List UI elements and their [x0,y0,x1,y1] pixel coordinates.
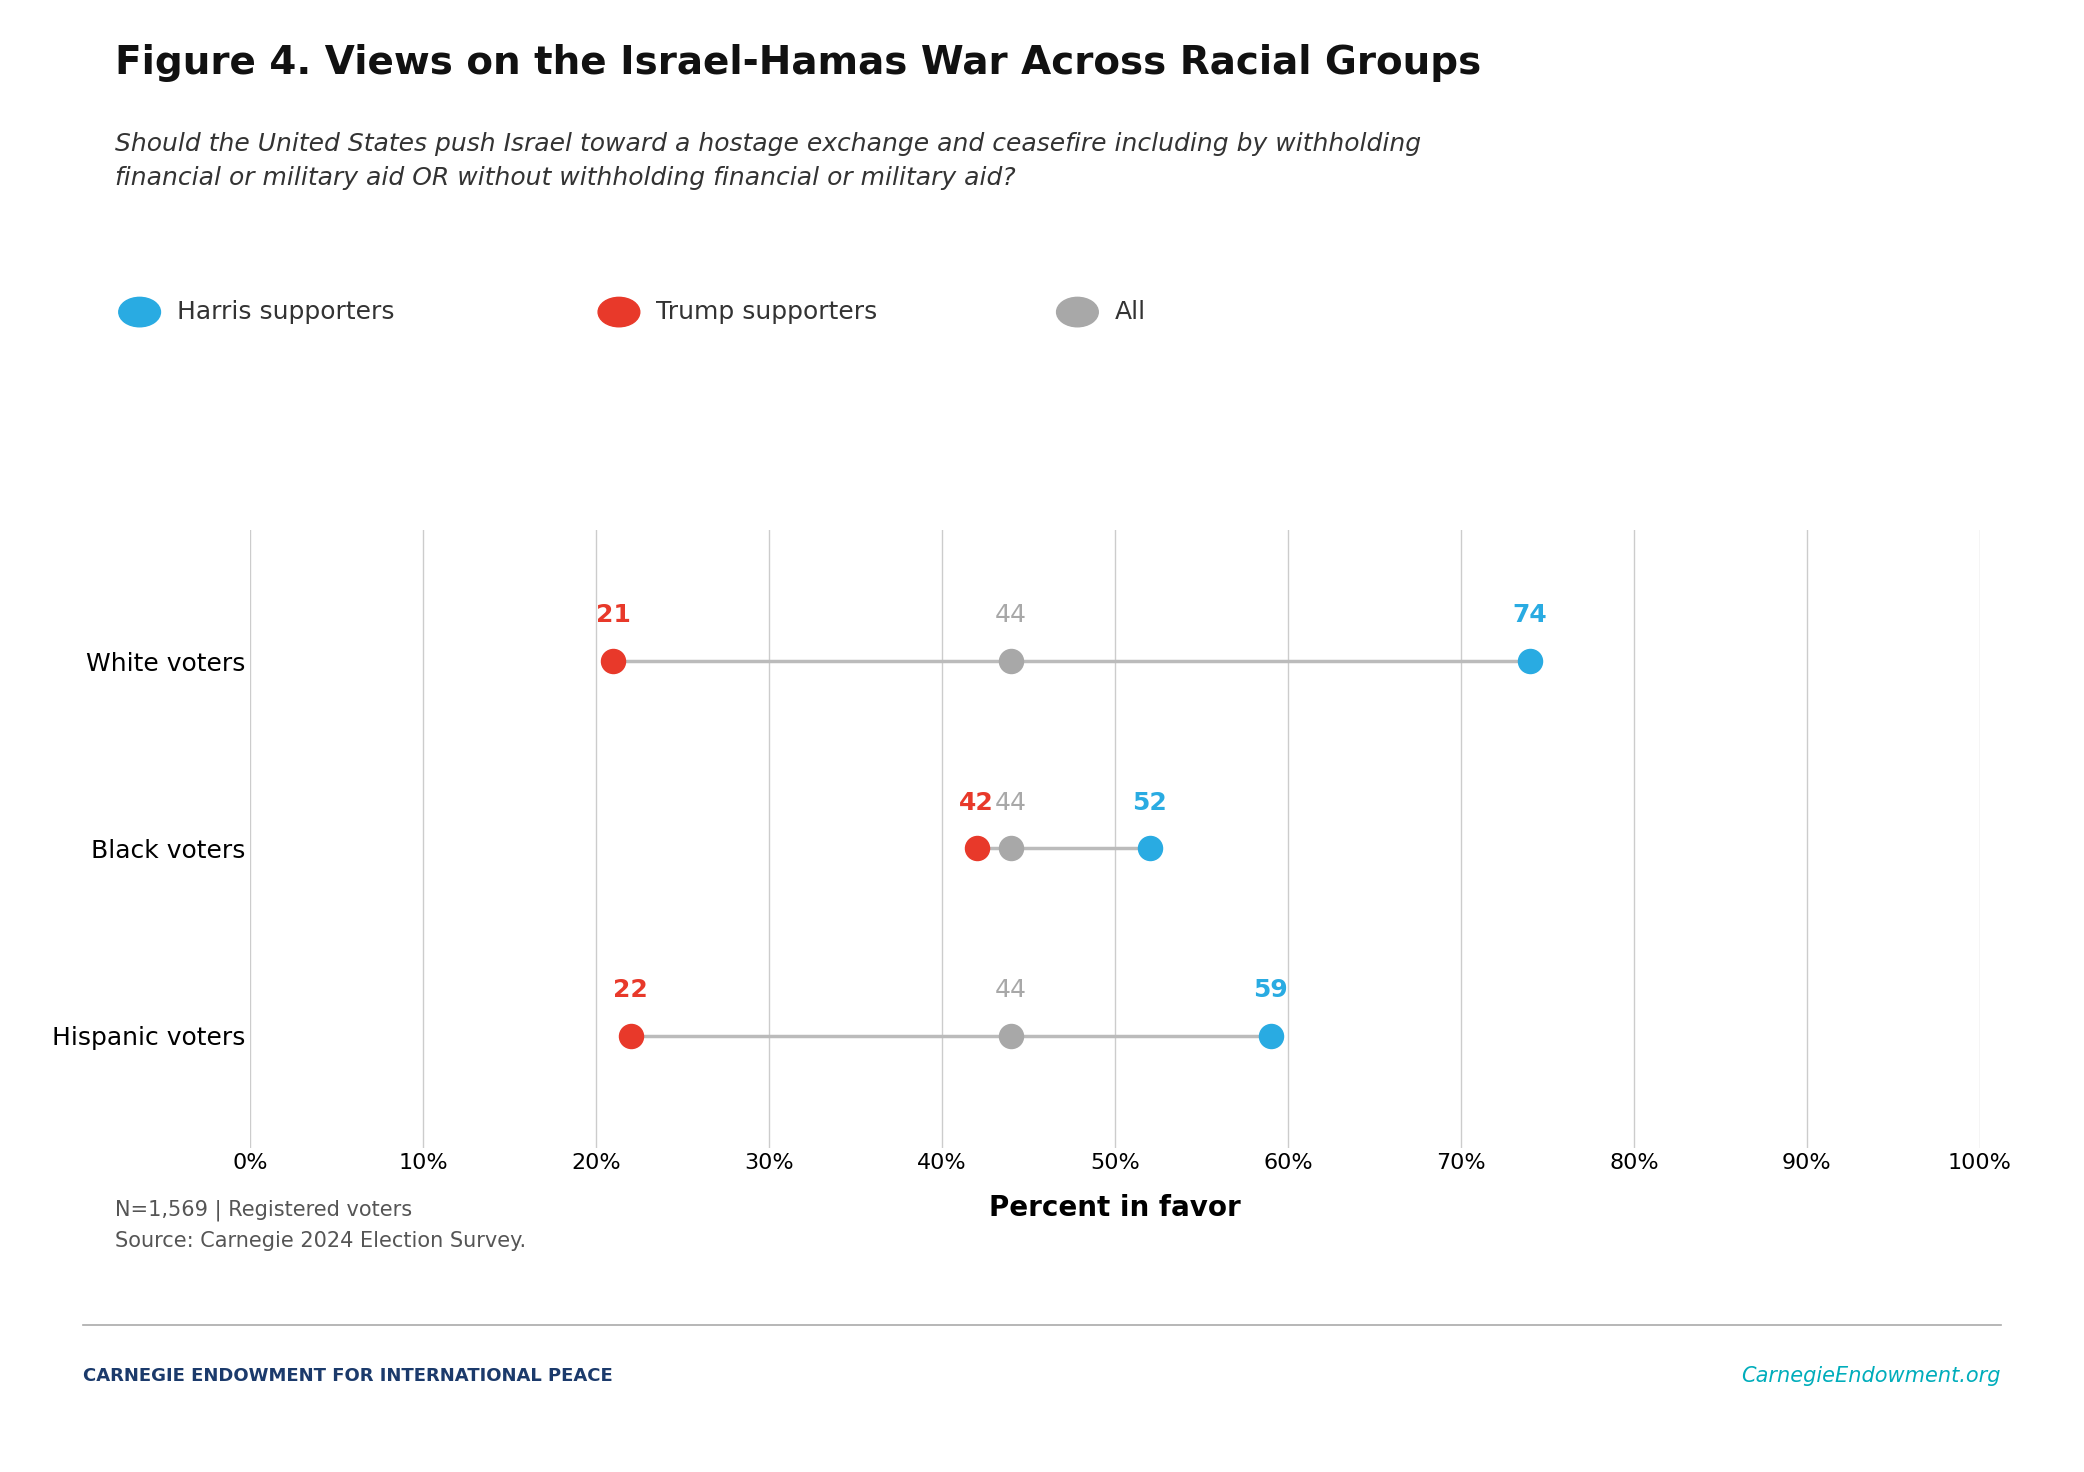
Text: 74: 74 [1513,604,1548,627]
Text: N=1,569 | Registered voters
Source: Carnegie 2024 Election Survey.: N=1,569 | Registered voters Source: Carn… [115,1200,525,1251]
Text: All: All [1115,300,1146,324]
Point [615,1025,648,1048]
Point [994,836,1027,860]
Text: 59: 59 [1252,977,1288,1002]
Text: Trump supporters: Trump supporters [656,300,877,324]
Text: Harris supporters: Harris supporters [177,300,394,324]
Point [1513,649,1546,673]
Text: 44: 44 [996,604,1027,627]
Text: Should the United States push Israel toward a hostage exchange and ceasefire inc: Should the United States push Israel tow… [115,132,1421,190]
Text: 44: 44 [996,790,1027,814]
Text: 22: 22 [613,977,648,1002]
Point [994,1025,1027,1048]
Text: Figure 4. Views on the Israel-Hamas War Across Racial Groups: Figure 4. Views on the Israel-Hamas War … [115,44,1482,82]
Point [994,649,1027,673]
Text: 21: 21 [596,604,631,627]
Point [961,836,994,860]
Text: CARNEGIE ENDOWMENT FOR INTERNATIONAL PEACE: CARNEGIE ENDOWMENT FOR INTERNATIONAL PEA… [83,1367,613,1385]
Text: 44: 44 [996,977,1027,1002]
X-axis label: Percent in favor: Percent in favor [990,1194,1240,1222]
Point [596,649,629,673]
Point [1134,836,1167,860]
Text: CarnegieEndowment.org: CarnegieEndowment.org [1740,1366,2001,1387]
Text: 42: 42 [959,790,994,814]
Point [1255,1025,1288,1048]
Text: 52: 52 [1132,790,1167,814]
